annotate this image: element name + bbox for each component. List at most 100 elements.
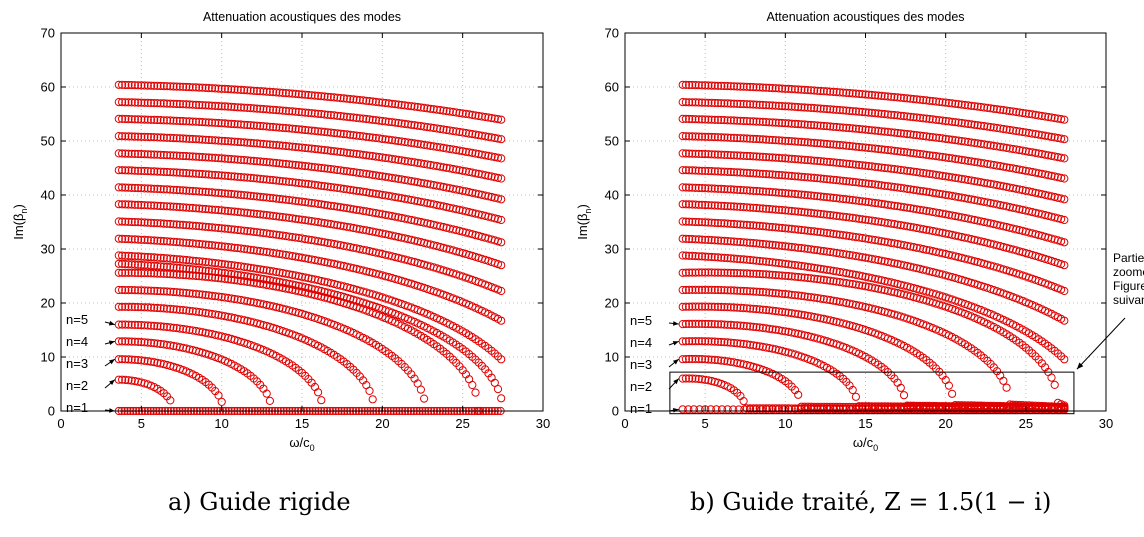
data-point [948,191,957,200]
data-point [416,178,425,187]
data-point [951,118,960,127]
data-point [1050,152,1059,161]
data-point [681,234,691,243]
data-point [707,337,716,346]
data-point [259,157,268,166]
data-point [986,179,995,188]
data-point [701,81,710,90]
data-point [314,199,323,208]
data-point [762,101,771,110]
data-point [746,169,755,178]
data-point [912,113,921,122]
data-point [713,150,723,159]
data-point [896,165,905,175]
data-point [954,155,963,164]
data-point [877,181,886,190]
data-point [816,294,825,303]
mode-annotation: n=4 [66,334,88,349]
data-point [304,162,313,171]
data-point [842,298,851,308]
data-point [140,150,149,159]
data-point [909,204,918,213]
data-point [307,126,316,135]
data-point [938,228,947,237]
data-point [903,184,912,193]
data-point [739,203,748,212]
data-point [169,99,178,108]
x-tick-label: 5 [702,416,709,431]
data-point [127,200,136,209]
data-point [893,202,902,211]
data-point [1034,130,1043,139]
data-point [919,225,928,234]
data-point [816,275,825,284]
data-point [249,121,258,130]
data-point [339,184,348,193]
data-point [140,338,149,347]
data-point [755,204,764,213]
data-point [121,286,130,295]
data-point [114,251,123,260]
data-point [1044,402,1053,411]
data-point [143,321,152,330]
data-point [169,151,178,160]
data-point [839,123,848,132]
data-point [294,107,303,117]
data-point [935,116,944,125]
data-point [130,302,139,312]
data-point [839,278,848,287]
data-point [723,99,732,108]
data-point [999,201,1008,210]
caption-a: a) Guide rigide [168,488,351,516]
data-point [762,222,771,231]
data-point [794,390,803,399]
data-point [272,106,281,115]
data-point [710,337,719,346]
data-point [224,189,233,198]
data-point [822,210,832,219]
data-point [749,341,758,350]
data-point [996,142,1005,151]
data-point [281,89,290,98]
data-point [755,404,764,413]
y-tick-label: 20 [41,296,55,311]
data-point [810,312,819,322]
data-point [413,197,422,206]
data-point [973,401,982,410]
data-point [915,244,925,253]
data-point [339,130,348,139]
data-point [960,254,970,263]
data-point [207,170,217,179]
data-point [371,152,380,161]
data-point [697,166,707,175]
data-point [810,121,819,130]
data-point [903,166,912,175]
data-point [1041,150,1050,159]
data-point [899,203,909,212]
data-point [114,200,123,209]
data-point [755,269,764,279]
data-point [217,292,226,302]
data-point [1034,209,1043,218]
data-point [172,255,181,264]
data-point [915,186,925,195]
data-point [967,235,976,244]
data-point [765,270,774,279]
mode-annotation: n=5 [630,313,652,328]
data-point [951,192,960,201]
data-point [758,323,768,332]
data-point [330,147,339,156]
data-point [899,94,909,103]
data-point [800,208,809,217]
data-point [896,93,905,102]
data-point [813,264,822,273]
data-point [794,172,803,181]
data-point [297,90,307,99]
data-point [201,101,210,110]
data-point [224,260,233,269]
data-point [896,383,905,392]
data-point [487,172,496,181]
data-point [118,149,127,158]
data-point [243,245,252,254]
data-point [1002,202,1011,211]
